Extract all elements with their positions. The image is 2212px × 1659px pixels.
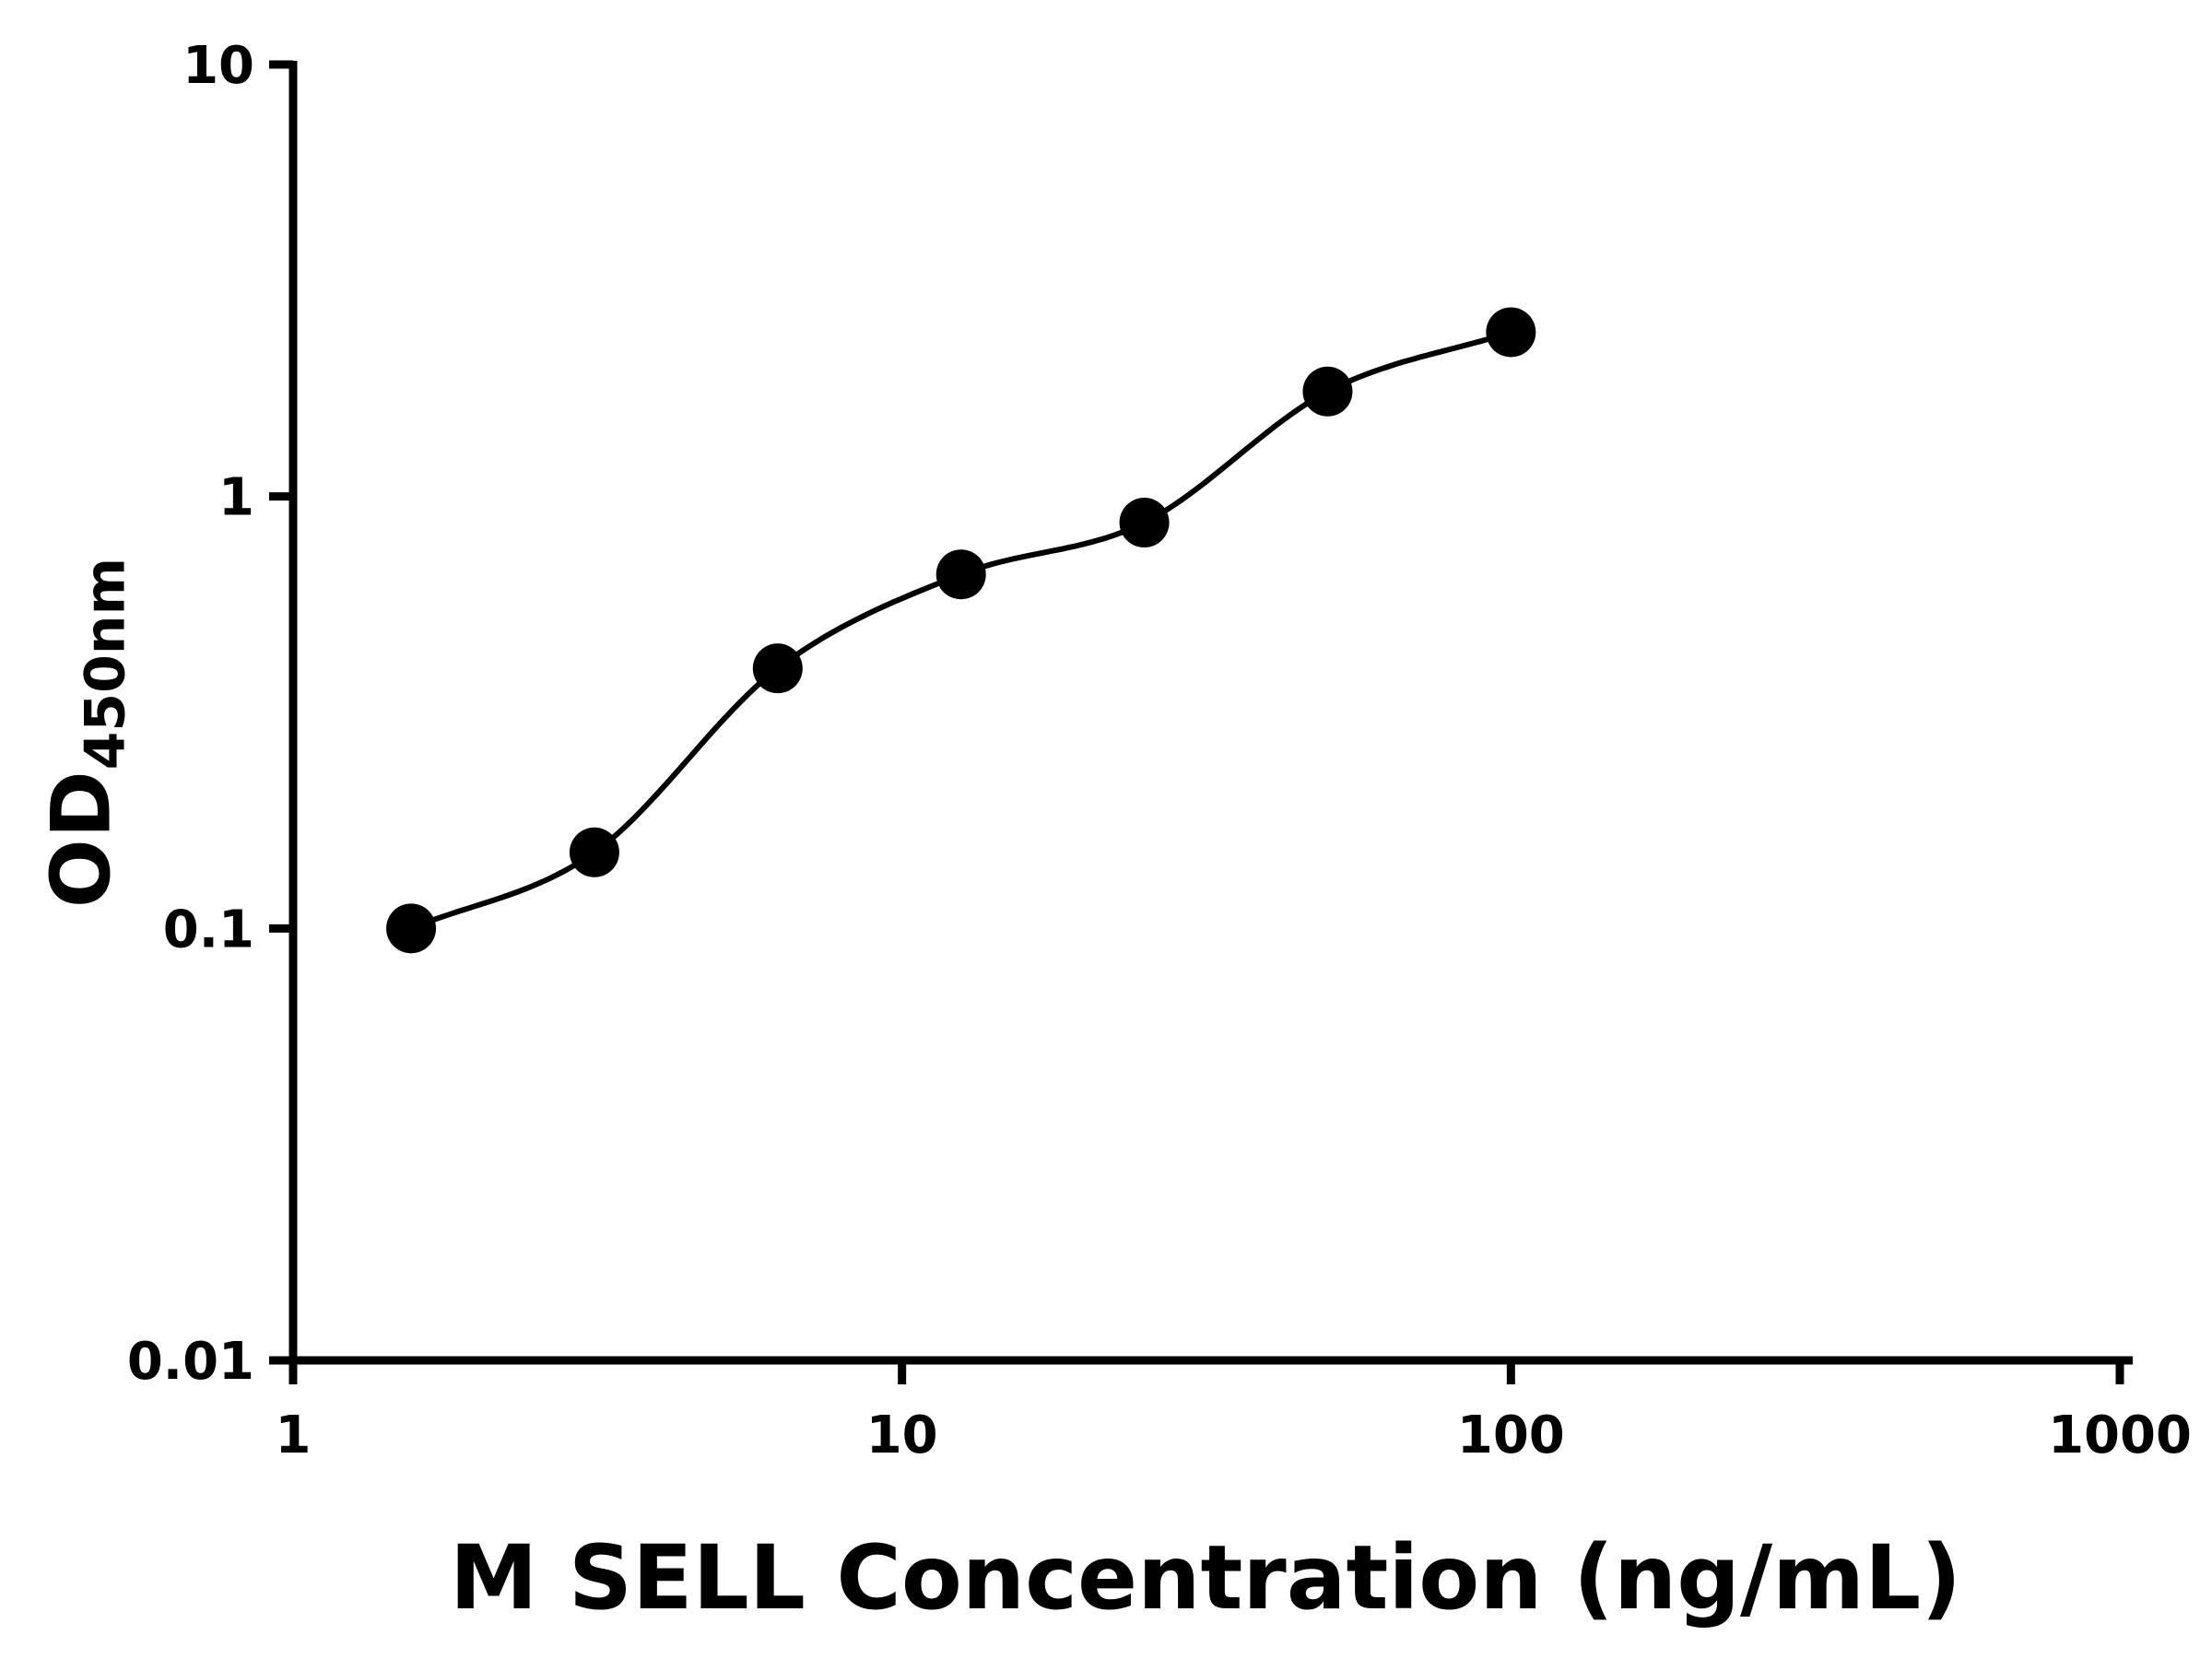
data-point <box>1302 366 1353 417</box>
data-point <box>386 903 437 954</box>
x-tick-label: 100 <box>1457 1406 1565 1465</box>
data-point <box>1119 498 1170 548</box>
x-tick-label: 10 <box>866 1406 938 1465</box>
x-tick-label: 1000 <box>2048 1406 2192 1465</box>
y-tick-label: 1 <box>218 468 254 528</box>
y-axis-title-subscript: 450nm <box>73 557 138 771</box>
data-point <box>935 549 986 600</box>
y-tick-label: 0.01 <box>127 1332 254 1392</box>
data-point <box>1486 307 1536 358</box>
y-axis-title: OD450nm <box>33 558 138 909</box>
y-axis-title-main: OD <box>33 770 129 909</box>
x-tick-label: 1 <box>276 1406 312 1465</box>
y-tick-label: 10 <box>182 36 254 96</box>
x-axis-title: M SELL Concentration (ng/mL) <box>449 1526 1962 1630</box>
data-point <box>752 643 803 694</box>
y-tick-label: 0.1 <box>163 900 254 959</box>
data-point <box>569 827 619 877</box>
